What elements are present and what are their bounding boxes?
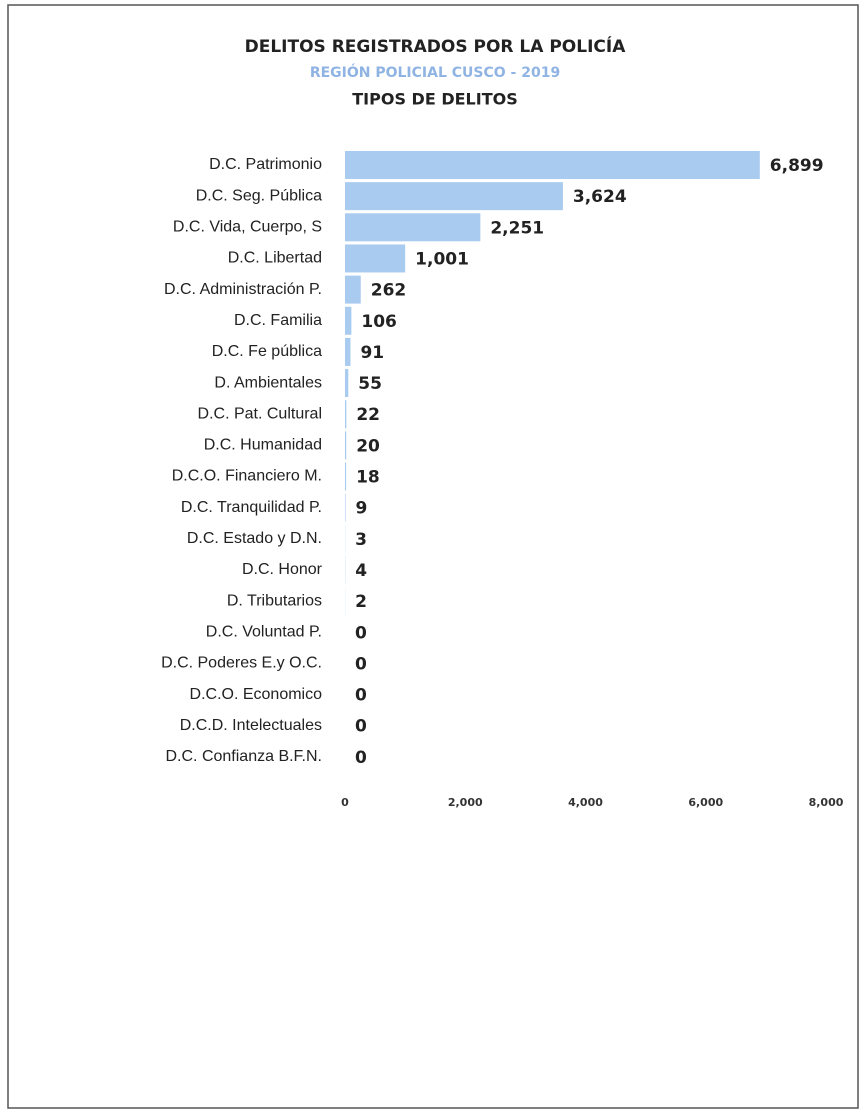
chart-label: TIPOS DE DELITOS xyxy=(352,90,517,109)
y-tick-label: D.C. Pat. Cultural xyxy=(198,405,322,422)
bar xyxy=(345,151,760,179)
value-label: 91 xyxy=(360,343,384,363)
value-label: 0 xyxy=(355,748,367,768)
y-tick-label: D.C. Poderes E.y O.C. xyxy=(161,655,322,672)
y-tick-label: D.C.O. Financiero M. xyxy=(172,468,322,485)
value-label: 6,899 xyxy=(770,156,824,176)
x-tick-label: 0 xyxy=(341,796,349,809)
x-tick-label: 8,000 xyxy=(809,796,844,809)
bar xyxy=(345,431,347,460)
x-tick-label: 2,000 xyxy=(448,796,483,809)
value-label: 0 xyxy=(355,717,367,737)
value-label: 18 xyxy=(356,468,380,488)
value-label: 262 xyxy=(371,281,407,301)
y-tick-label: D.C. Tranquilidad P. xyxy=(181,499,322,516)
bar xyxy=(345,462,347,491)
value-label: 3 xyxy=(355,530,367,550)
y-tick-label: D.C.O. Economico xyxy=(190,686,323,703)
bar xyxy=(345,275,361,304)
bar xyxy=(345,244,406,273)
bar xyxy=(345,337,351,366)
value-label: 20 xyxy=(356,436,380,456)
bar xyxy=(345,369,349,398)
chart-title: DELITOS REGISTRADOS POR LA POLICÍA xyxy=(245,35,627,57)
value-label: 4 xyxy=(355,561,367,581)
value-label: 1,001 xyxy=(415,249,469,269)
y-tick-label: D.C. Voluntad P. xyxy=(206,623,322,640)
y-tick-label: D. Ambientales xyxy=(214,374,322,391)
y-tick-label: D.C. Patrimonio xyxy=(209,156,322,173)
y-tick-label: D.C. Confianza B.F.N. xyxy=(166,748,323,765)
y-tick-label: D.C.D. Intelectuales xyxy=(180,717,322,734)
value-label: 9 xyxy=(356,499,368,519)
y-tick-label: D. Tributarios xyxy=(227,592,322,609)
y-tick-label: D.C. Seg. Pública xyxy=(196,187,322,204)
x-tick-label: 6,000 xyxy=(688,796,723,809)
value-label: 0 xyxy=(355,686,367,706)
y-tick-label: D.C. Fe pública xyxy=(212,343,322,360)
value-label: 2 xyxy=(355,592,367,612)
value-label: 0 xyxy=(355,623,367,643)
value-label: 106 xyxy=(361,312,397,332)
y-tick-label: D.C. Familia xyxy=(234,312,322,329)
bar xyxy=(345,182,563,211)
bar xyxy=(345,493,346,522)
chart-subtitle: REGIÓN POLICIAL CUSCO - 2019 xyxy=(310,63,560,81)
value-label: 55 xyxy=(358,374,382,394)
y-tick-label: D.C. Estado y D.N. xyxy=(187,530,322,547)
value-label: 3,624 xyxy=(573,187,627,207)
bar xyxy=(345,213,481,242)
value-label: 2,251 xyxy=(490,218,544,238)
y-tick-label: D.C. Libertad xyxy=(228,250,322,267)
value-label: 22 xyxy=(356,405,380,425)
bar xyxy=(345,400,347,429)
y-tick-label: D.C. Vida, Cuerpo, S xyxy=(173,219,322,236)
value-label: 0 xyxy=(355,654,367,674)
y-tick-label: D.C. Administración P. xyxy=(164,281,322,298)
y-tick-label: D.C. Humanidad xyxy=(204,437,322,454)
y-tick-label: D.C. Honor xyxy=(242,561,323,578)
bar xyxy=(345,306,352,335)
x-tick-label: 4,000 xyxy=(568,796,603,809)
